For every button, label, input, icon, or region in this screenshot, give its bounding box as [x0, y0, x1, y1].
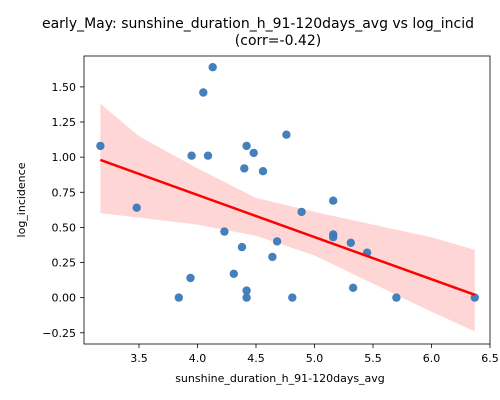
confidence-band: [100, 103, 475, 332]
data-point: [258, 167, 268, 176]
data-point: [249, 148, 258, 158]
y-tick-label: 1.50: [52, 81, 77, 94]
chart-subtitle: (corr=-0.42): [235, 33, 321, 49]
data-point: [220, 227, 229, 236]
x-tick-label: 5.5: [364, 352, 382, 365]
plot-frame: [83, 55, 491, 345]
data-point: [237, 242, 247, 252]
data-point: [132, 203, 141, 212]
x-tick-label: 3.5: [130, 352, 148, 365]
data-point: [229, 269, 238, 278]
x-axis-ticks: 3.5 4.0 4.5 5.0 5.5 6.0 6.5: [130, 344, 499, 365]
data-point: [240, 164, 249, 173]
data-point: [174, 293, 183, 302]
x-tick-label: 4.0: [189, 352, 207, 365]
y-tick-label: 1.00: [52, 151, 77, 164]
y-tick-label: −0.25: [42, 327, 76, 340]
y-tick-label: 0.50: [52, 221, 77, 234]
x-tick-label: 5.0: [306, 352, 324, 365]
x-tick-label: 6.0: [423, 352, 441, 365]
x-tick-label: 4.5: [247, 352, 265, 365]
data-point: [242, 293, 251, 302]
data-point: [288, 293, 297, 302]
data-point: [346, 238, 355, 247]
data-point: [242, 286, 251, 295]
data-point: [187, 151, 196, 160]
y-tick-label: 0.25: [52, 257, 77, 270]
data-point: [186, 273, 195, 283]
data-point: [199, 88, 208, 97]
y-axis-ticks: −0.25 0.00 0.25 0.50 0.75 1.00 1.25 1.50: [42, 81, 84, 340]
data-point: [297, 207, 306, 217]
data-point: [329, 233, 338, 242]
data-point: [282, 130, 291, 139]
data-point: [268, 252, 277, 262]
data-point: [348, 283, 358, 292]
regression-line: [99, 158, 476, 297]
y-tick-label: 0.00: [52, 292, 77, 305]
data-point: [470, 293, 479, 302]
data-point: [329, 196, 338, 205]
y-tick-label: 0.75: [52, 186, 77, 199]
x-axis-label: sunshine_duration_h_91-120days_avg: [175, 372, 385, 385]
data-point: [203, 151, 213, 160]
y-tick-label: 1.25: [52, 116, 77, 129]
data-point: [242, 141, 251, 151]
chart-title: early_May: sunshine_duration_h_91-120day…: [42, 16, 474, 32]
x-tick-label: 6.5: [481, 352, 499, 365]
data-point: [272, 237, 282, 246]
data-point: [96, 141, 105, 151]
y-axis-label: log_incidence: [15, 162, 28, 237]
data-point: [392, 293, 401, 302]
data-point: [208, 62, 217, 72]
